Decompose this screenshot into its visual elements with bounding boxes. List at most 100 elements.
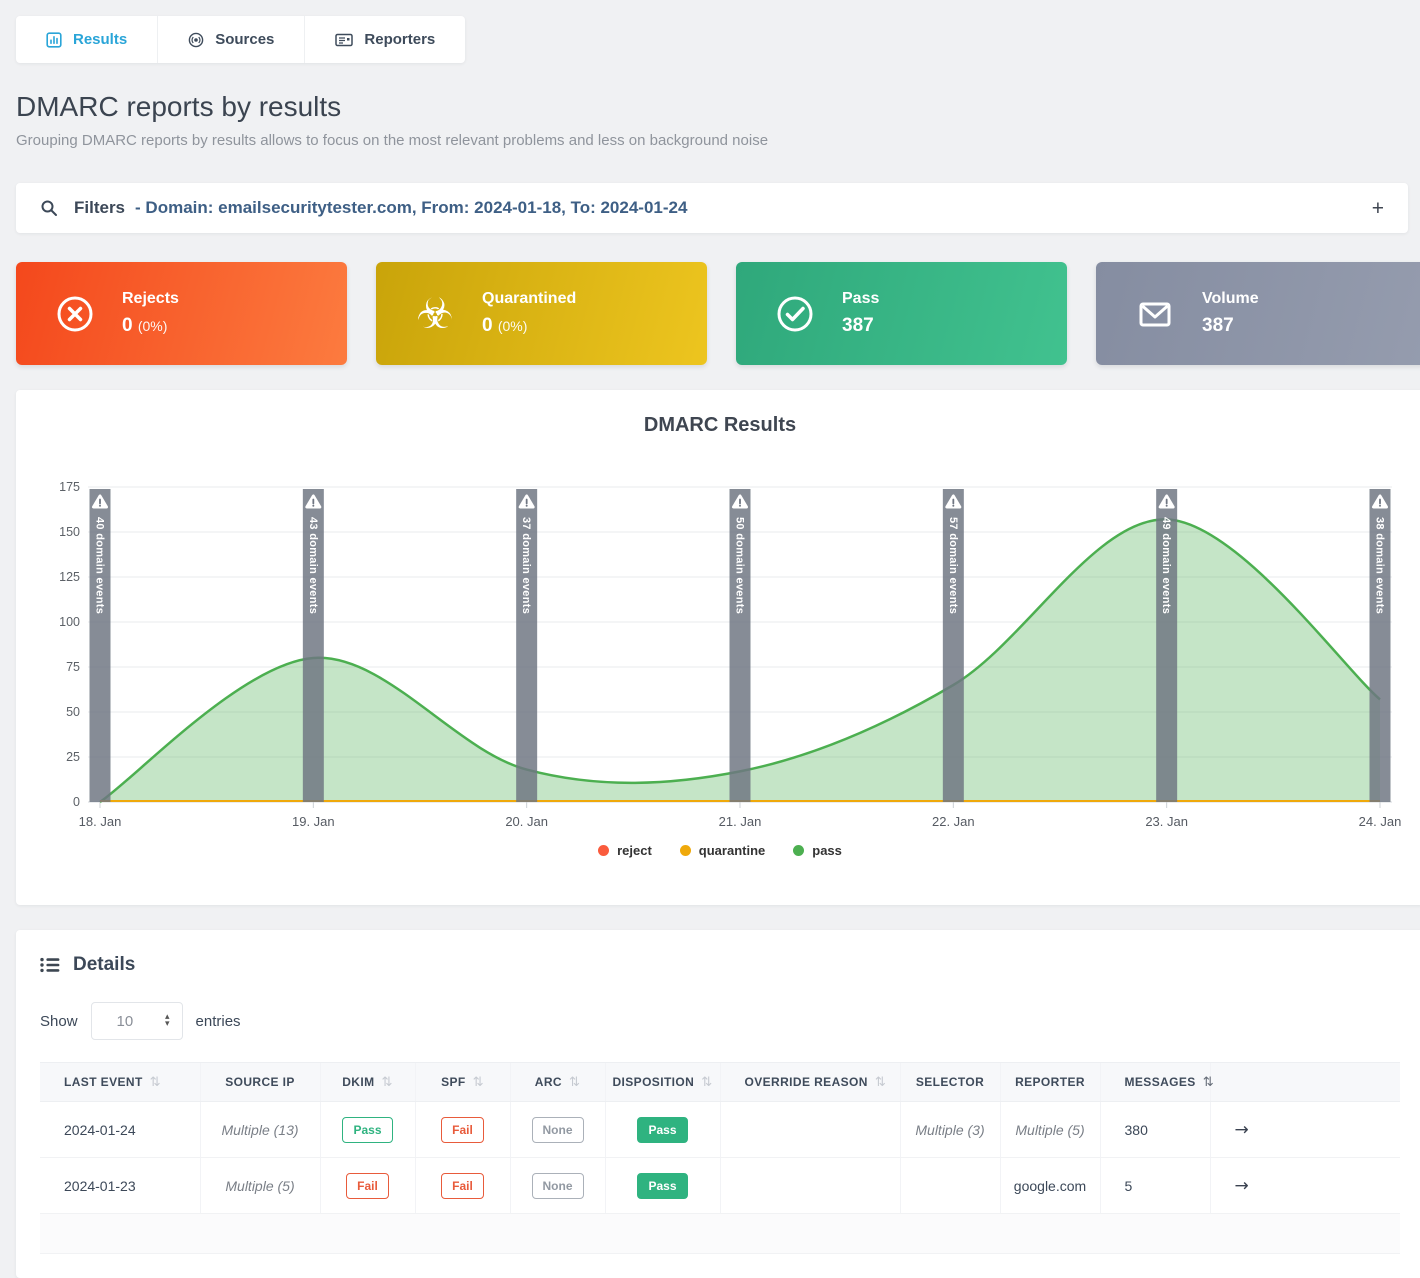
arc-badge: None (531, 1172, 584, 1199)
stat-label: Volume (1202, 290, 1259, 307)
column-label: SELECTOR (915, 1075, 985, 1089)
dkim-badge: Fail (346, 1172, 389, 1199)
sort-icon[interactable]: ⇅ (381, 1074, 393, 1090)
stat-label: Rejects (122, 290, 179, 307)
cell-messages: 5 (1099, 1157, 1210, 1214)
column-header-messages[interactable]: MESSAGES ⇅ (1099, 1062, 1214, 1102)
dmarc-results-chart[interactable]: 0 25 50 75 100 125 150 175 18. Jan 19. Jan 20. Jan… (32, 447, 1408, 839)
legend-label: reject (617, 843, 652, 858)
cell-selector (899, 1157, 1000, 1214)
domain-events-band (1369, 489, 1391, 802)
cell-source-ip: Multiple (5) (199, 1157, 320, 1214)
x-axis-tick-label: 19. Jan (292, 814, 335, 829)
domain-events-band (942, 489, 964, 802)
warning-icon-dot (952, 504, 955, 507)
column-label: DKIM (342, 1074, 375, 1089)
stat-value: 0 (482, 315, 493, 336)
domain-events-band (89, 489, 111, 802)
sort-icon[interactable]: ⇅ (874, 1074, 887, 1090)
stat-cards-row: Rejects 0 (0%) ☣ Quarantined 0 (0%) Pass (16, 262, 1420, 365)
cell-actions[interactable]: → (1209, 1101, 1400, 1158)
cell-arc: None (509, 1157, 605, 1214)
column-label: SPF (441, 1074, 466, 1089)
column-header-override-reason[interactable]: OVERRIDE REASON ⇅ (719, 1062, 900, 1102)
tab-reporters[interactable]: Reporters (305, 16, 465, 63)
page-title: DMARC reports by results (16, 91, 342, 122)
column-header-spf[interactable]: SPF ⇅ (414, 1062, 510, 1102)
column-label: LAST EVENT (64, 1074, 143, 1089)
disposition-badge: Pass (637, 1172, 688, 1199)
sort-icon[interactable]: ⇅ (472, 1074, 484, 1090)
sort-icon[interactable]: ⇅ (701, 1074, 713, 1090)
pass-series-area (100, 519, 1380, 802)
domain-events-band (516, 489, 538, 802)
tab-results[interactable]: Results (16, 16, 159, 63)
entries-label: entries (195, 1012, 241, 1030)
domain-events-label: 40 domain events (94, 517, 106, 614)
filters-bar[interactable]: Filters - Domain: emailsecuritytester.co… (16, 183, 1408, 233)
dkim-badge: Pass (342, 1116, 393, 1143)
stat-card-pass: Pass 387 (736, 262, 1067, 365)
column-header-dkim[interactable]: DKIM ⇅ (319, 1062, 415, 1102)
cell-last-event: 2024-01-24 (40, 1101, 200, 1158)
expand-filters-button[interactable]: + (1371, 196, 1384, 220)
column-header-disposition[interactable]: DISPOSITION ⇅ (604, 1062, 720, 1102)
legend-item-quarantine[interactable]: quarantine (679, 843, 766, 858)
details-title: Details (73, 954, 136, 975)
cell-messages: 380 (1099, 1101, 1210, 1158)
stat-card-quarantined: ☣ Quarantined 0 (0%) (376, 262, 707, 365)
sort-icon[interactable]: ⇅ (1202, 1074, 1215, 1090)
stat-label: Pass (842, 290, 880, 307)
stat-label: Quarantined (482, 290, 577, 307)
legend-label: quarantine (698, 843, 766, 858)
column-label: ARC (534, 1074, 562, 1089)
x-axis-tick-label: 21. Jan (719, 814, 762, 829)
biohazard-icon: ☣ (416, 288, 454, 338)
column-header-arc[interactable]: ARC ⇅ (509, 1062, 605, 1102)
spf-badge: Fail (441, 1172, 484, 1199)
domain-events-label: 43 domain events (307, 517, 319, 614)
table-row: 2024-01-24 Multiple (13) Pass Fail None Pass M… (40, 1101, 1400, 1158)
chart-title: DMARC Results (643, 414, 797, 436)
cell-dkim: Pass (319, 1101, 415, 1158)
reject-legend-dot-icon (598, 845, 610, 856)
arrow-right-icon[interactable]: → (1234, 1119, 1249, 1140)
page-size-row: Show 10 ▴ ▾ entries (40, 1002, 1400, 1040)
y-axis-tick-label: 150 (59, 525, 80, 539)
details-heading: Details (40, 954, 1400, 976)
page-size-select[interactable]: 10 ▴ ▾ (90, 1002, 183, 1040)
domain-events-band (1156, 489, 1178, 802)
table-row (40, 1214, 1400, 1254)
cell-actions[interactable]: → (1209, 1157, 1400, 1214)
bar-chart-icon (46, 31, 62, 48)
arrow-right-icon[interactable]: → (1234, 1175, 1249, 1196)
filters-summary: - Domain: emailsecuritytester.com, From:… (135, 198, 688, 217)
legend-item-reject[interactable]: reject (598, 843, 652, 858)
chart-legend: reject quarantine pass (16, 843, 1420, 858)
list-icon (40, 957, 60, 973)
column-label: MESSAGES (1124, 1074, 1196, 1089)
column-header-last-event[interactable]: LAST EVENT ⇅ (40, 1062, 200, 1102)
spf-badge: Fail (441, 1116, 484, 1143)
cell-dkim: Fail (319, 1157, 415, 1214)
cell-last-event: 2024-01-23 (40, 1157, 200, 1214)
y-axis-tick-label: 100 (59, 615, 80, 629)
domain-events-band (729, 489, 751, 802)
domain-events-label: 49 domain events (1160, 517, 1172, 614)
sort-icon[interactable]: ⇅ (149, 1074, 161, 1090)
search-icon (41, 200, 57, 216)
legend-item-pass[interactable]: pass (793, 843, 842, 858)
cell-selector: Multiple (3) (899, 1101, 1000, 1158)
sort-icon[interactable]: ⇅ (568, 1074, 581, 1090)
cell-spf: Fail (414, 1101, 510, 1158)
tab-sources[interactable]: Sources (158, 16, 306, 63)
x-circle-icon (52, 291, 98, 337)
warning-icon-dot (312, 504, 315, 507)
cell-spf: Fail (414, 1157, 510, 1214)
page-size-value: 10 (116, 1012, 134, 1030)
stat-value: 387 (1202, 315, 1234, 336)
column-header-source-ip: SOURCE IP (199, 1062, 320, 1102)
column-header-actions (1209, 1062, 1400, 1102)
column-label: SOURCE IP (225, 1075, 295, 1089)
cell-disposition: Pass (604, 1101, 720, 1158)
